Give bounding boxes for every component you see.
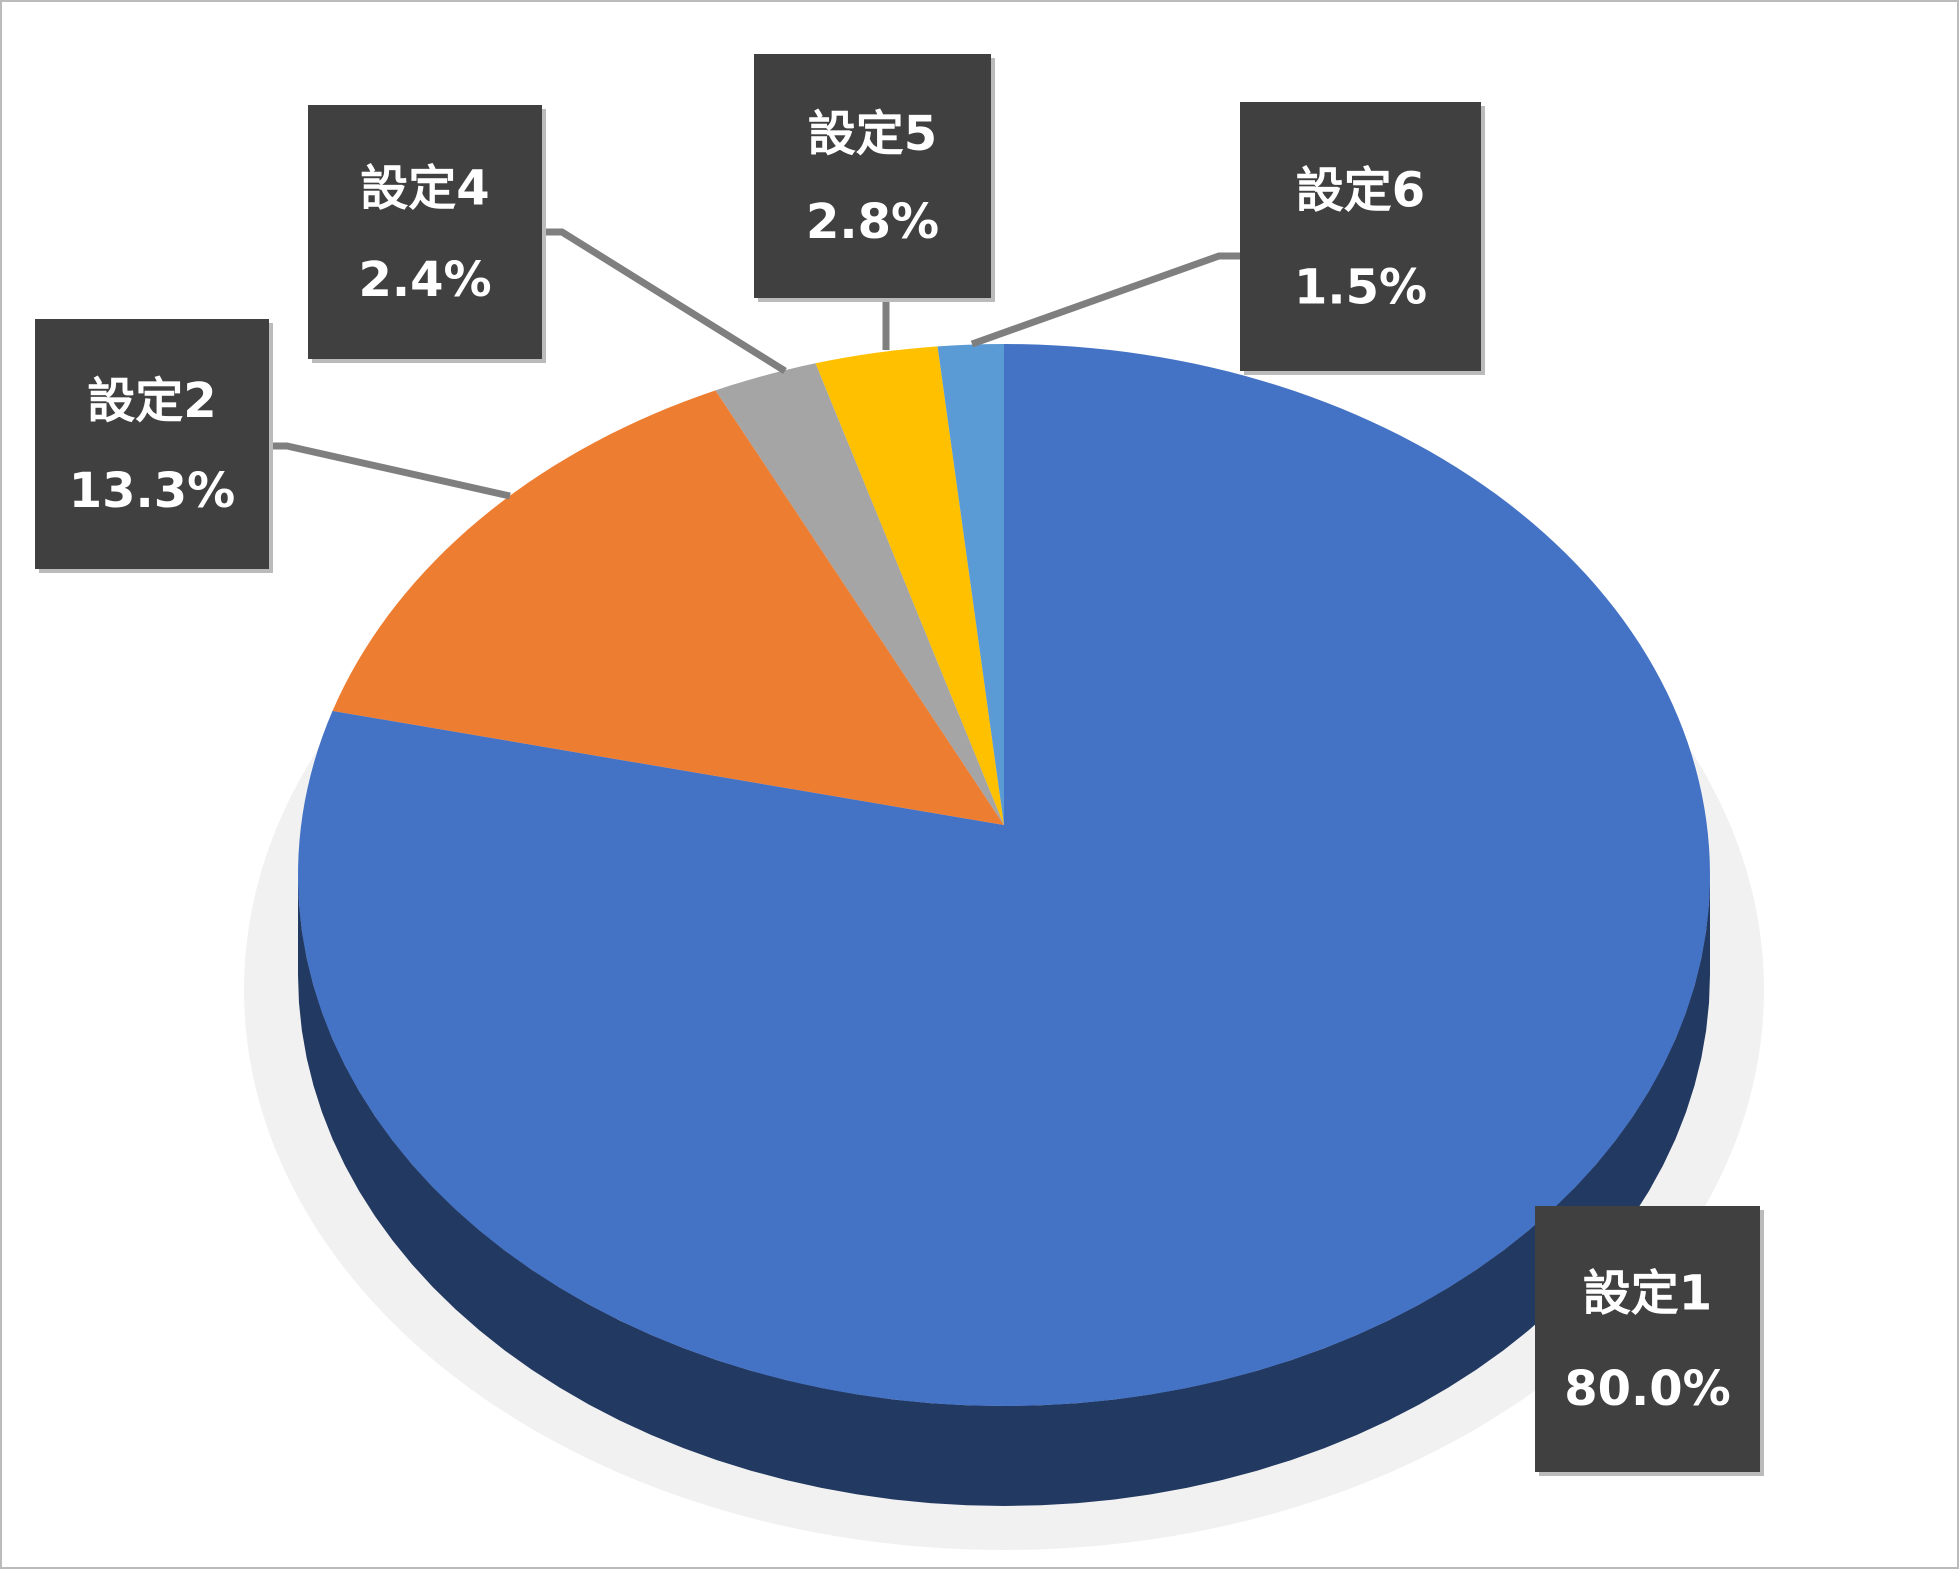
slice [298,344,1710,1406]
label-value: 2.4% [358,252,491,308]
leader-line [970,252,1240,348]
label-value: 13.3% [69,463,236,519]
slice-side [298,875,1710,1506]
leader-line [269,442,511,500]
label-name: 設定2 [87,373,216,429]
label-box [308,105,542,359]
label-value: 2.8% [806,194,939,250]
slice [332,390,1005,825]
label-box [1535,1206,1760,1472]
label-box [35,319,269,569]
label-value: 80.0% [1564,1361,1731,1417]
slice [815,346,1004,825]
label-box [1240,102,1481,371]
label-box [754,54,991,298]
leader-line [542,228,787,374]
label-name: 設定5 [808,106,937,162]
slice [715,363,1004,825]
label-name: 設定6 [1296,162,1425,218]
label-name: 設定1 [1583,1265,1712,1321]
slice [937,344,1004,825]
label-value: 1.5% [1294,259,1427,315]
label-name: 設定4 [360,160,489,216]
